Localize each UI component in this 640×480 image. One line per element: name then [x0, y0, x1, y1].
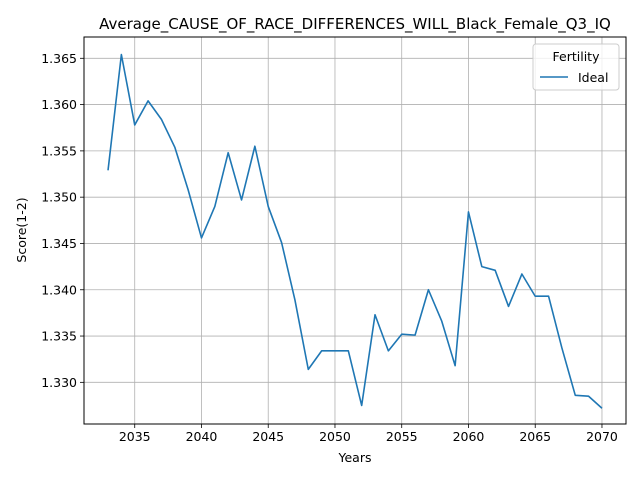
legend: Fertility Ideal: [532, 43, 620, 91]
plot-frame: [83, 36, 627, 425]
y-tick-label: 1.355: [41, 143, 77, 158]
x-tick-label: 2040: [186, 429, 218, 444]
y-tick-label: 1.350: [41, 190, 77, 205]
x-tick-label: 2035: [119, 429, 151, 444]
legend-title: Fertility: [553, 49, 601, 64]
y-tick-label: 1.335: [41, 329, 77, 344]
y-tick-label: 1.360: [41, 97, 77, 112]
x-tick-label: 2070: [586, 429, 618, 444]
legend-box: [532, 43, 620, 91]
x-axis: 2035 2040 2045 2050 2055 2060 2065 2070: [119, 424, 618, 444]
chart-title: Average_CAUSE_OF_RACE_DIFFERENCES_WILL_B…: [99, 15, 611, 34]
y-tick-label: 1.345: [41, 236, 77, 251]
series-line-ideal: [107, 53, 603, 409]
legend-label-ideal: Ideal: [578, 70, 608, 85]
series-layer: [107, 53, 603, 409]
y-tick-label: 1.340: [41, 282, 77, 297]
x-tick-label: 2060: [453, 429, 485, 444]
y-tick-label: 1.365: [41, 51, 77, 66]
grid-lines: [84, 37, 626, 424]
y-axis-label: Score(1-2): [14, 197, 29, 262]
x-axis-label: Years: [338, 450, 372, 465]
y-axis: 1.330 1.335 1.340 1.345 1.350 1.355 1.360 1.365: [41, 51, 84, 390]
x-tick-label: 2065: [519, 429, 551, 444]
x-tick-label: 2055: [386, 429, 418, 444]
x-tick-label: 2045: [252, 429, 284, 444]
y-tick-label: 1.330: [41, 375, 77, 390]
x-tick-label: 2050: [319, 429, 351, 444]
